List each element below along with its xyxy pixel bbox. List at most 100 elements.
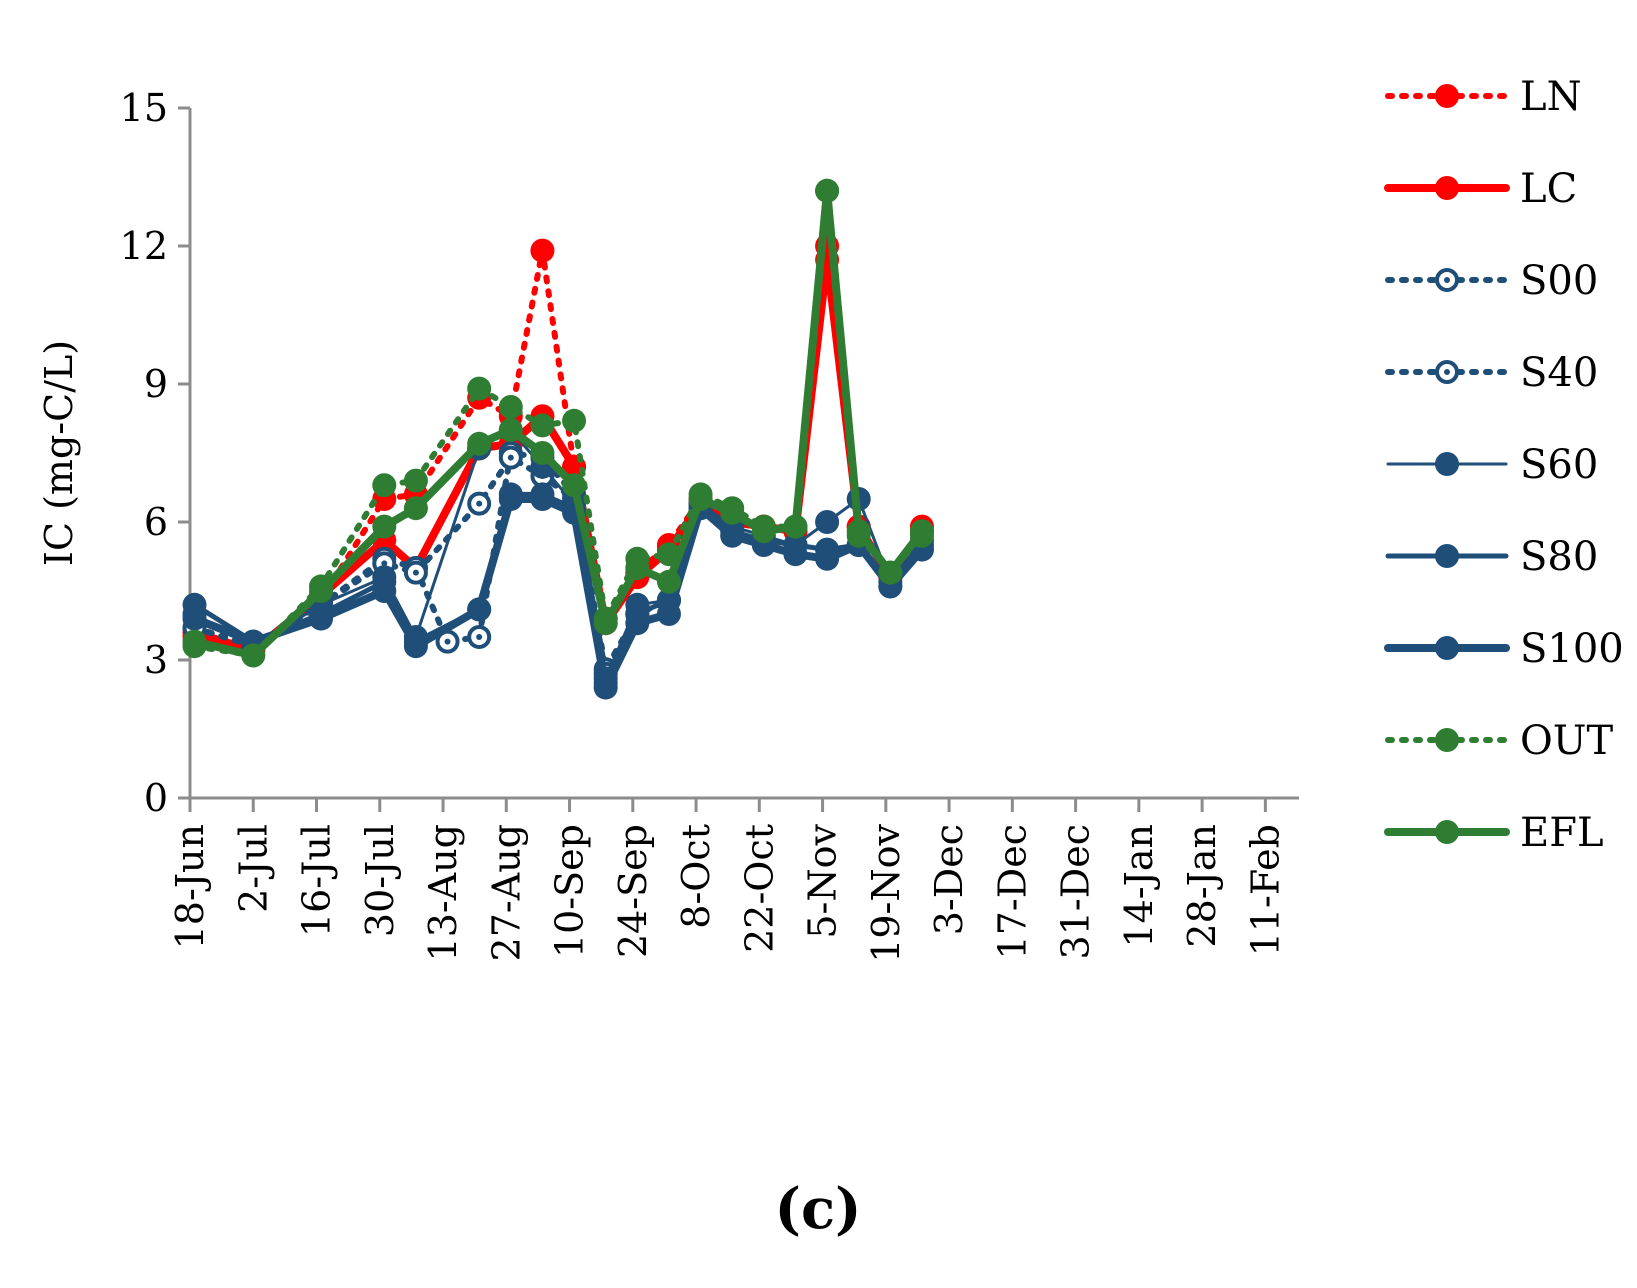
data-point-s100 [783,542,808,567]
legend-label-s40: S40 [1520,350,1598,396]
data-point-efl [783,514,808,539]
x-tick-label: 10-Sep [548,824,592,958]
data-point-s100 [656,602,681,626]
legend-label-s80: S80 [1520,534,1598,580]
x-tick-label: 2-Jul [231,824,275,913]
data-point-center-s40 [381,560,388,567]
data-point-s100 [593,675,618,700]
series-line-out [191,187,925,659]
x-tick-label: 14-Jan [1117,824,1161,948]
series-efl [182,178,934,668]
legend-item-lc: LC [1384,166,1577,212]
data-point-efl [625,556,650,580]
data-point-center-s40 [412,569,419,576]
legend-marker-lc [1435,176,1459,200]
legend: LN LC S00 S40 S60 S80 S100 OUT EFL [1384,74,1624,856]
data-point-ln [530,238,555,263]
y-tick-label: 6 [144,500,168,544]
legend-item-s80: S80 [1385,534,1598,580]
data-point-s100 [815,546,840,571]
legend-marker-s60 [1435,452,1459,476]
data-point-efl [751,519,776,544]
data-point-center-s00 [444,638,451,645]
data-point-out [530,413,555,438]
data-point-s100 [372,579,397,603]
x-tick-label: 31-Dec [1054,824,1098,959]
x-tick-label: 8-Oct [674,824,718,929]
series-line-s100 [190,495,926,692]
data-point-center-s00 [476,634,483,640]
data-point-efl [846,519,871,544]
series-line-s80 [192,491,925,686]
x-tick-label: 19-Nov [864,823,908,962]
data-point-efl [372,514,397,539]
x-tick-label: 3-Dec [927,824,971,935]
data-point-efl [309,579,334,603]
x-tick-label: 5-Nov [801,823,845,938]
data-point-efl [815,178,840,203]
legend-item-ln: LN [1385,74,1582,120]
legend-label-out: OUT [1520,718,1614,764]
data-point-efl [498,418,523,442]
data-point-s100 [498,487,523,511]
data-point-efl [593,611,618,636]
legend-item-out: OUT [1385,718,1614,764]
legend-marker-efl [1435,820,1459,844]
panel-label: (c) [774,1176,861,1242]
x-tick-label: 24-Sep [611,824,655,958]
legend-marker-ln [1435,84,1459,108]
y-tick-label: 3 [144,638,168,682]
data-point-s100 [403,634,428,659]
legend-item-s100: S100 [1384,626,1624,672]
data-point-s100 [182,606,207,631]
data-point-efl [241,643,266,668]
legend-label-lc: LC [1520,166,1577,212]
data-point-out [467,376,492,401]
x-tick-label: 16-Jul [295,824,339,937]
series-layer [182,178,934,700]
x-tick-label: 22-Oct [737,824,781,953]
y-tick-label: 0 [144,776,168,820]
data-point-center-s40 [507,454,514,461]
x-tick-label: 17-Dec [990,824,1034,959]
data-point-efl [182,629,207,654]
legend-marker-s80 [1435,544,1459,568]
y-axis-title: IC (mg-C/L) [37,340,81,566]
data-point-out [372,473,397,498]
x-tick-label: 30-Jul [358,824,402,937]
legend-label-s60: S60 [1520,442,1598,488]
legend-marker-out [1435,728,1459,752]
data-point-efl [467,431,492,456]
data-point-efl [688,487,713,511]
y-tick-label: 15 [120,86,168,130]
x-tick-label: 18-Jun [168,824,212,949]
data-point-efl [878,560,903,585]
data-point-center-s40 [476,500,483,507]
axes-layer [188,108,1299,800]
y-tick-label: 9 [144,362,168,406]
data-point-efl [656,569,681,594]
legend-item-s60: S60 [1386,442,1598,488]
x-ticks: 18-Jun 2-Jul 16-Jul 30-Jul 13-Aug 27-Aug 10-Se… [168,798,1287,963]
series-lc [182,247,934,663]
data-point-s100 [625,611,650,636]
legend-label-efl: EFL [1520,810,1604,856]
legend-label-s00: S00 [1520,258,1598,304]
data-point-efl [909,519,934,544]
legend-marker-center-s40 [1444,369,1450,375]
data-point-s100 [720,523,745,548]
legend-label-s100: S100 [1520,626,1624,672]
data-point-efl [403,496,428,521]
legend-label-ln: LN [1520,74,1582,120]
data-point-s60 [815,510,840,534]
x-tick-label: 28-Jan [1180,824,1224,948]
legend-item-efl: EFL [1384,810,1604,856]
data-point-out [562,408,587,433]
data-point-efl [530,441,555,465]
data-point-out [498,395,523,419]
legend-marker-center-s00 [1444,277,1450,283]
data-point-out [403,468,428,493]
data-point-efl [562,473,587,498]
